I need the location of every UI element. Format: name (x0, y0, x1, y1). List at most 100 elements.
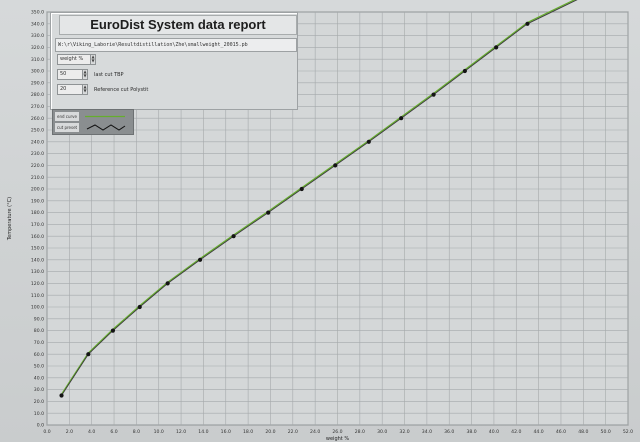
x-tick-label: 4.0 (88, 429, 95, 435)
x-tick-label: 38.0 (466, 429, 476, 435)
legend-entry-end-curve: end curve (55, 112, 79, 121)
y-tick-label: 90.0 (34, 316, 44, 322)
data-point (525, 21, 530, 26)
x-tick-label: 10.0 (154, 429, 164, 435)
y-tick-label: 150.0 (31, 246, 44, 252)
y-tick-label: 330.0 (31, 33, 44, 39)
reference-cut-control[interactable]: 20 ▲ ▼ Reference cut Polystit (57, 84, 148, 95)
data-point (366, 139, 371, 144)
reference-cut-input[interactable]: 20 (57, 84, 83, 95)
x-tick-label: 40.0 (489, 429, 499, 435)
x-tick-label: 50.0 (601, 429, 611, 435)
report-panel: EuroDist System data report W:\r\Viking_… (50, 12, 298, 110)
y-tick-label: 210.0 (31, 175, 44, 181)
legend-swatch-markers (86, 124, 126, 131)
x-tick-label: 16.0 (221, 429, 231, 435)
data-point (86, 352, 91, 357)
y-tick-label: 50.0 (34, 364, 44, 370)
y-tick-label: 70.0 (34, 340, 44, 346)
x-tick-label: 22.0 (288, 429, 298, 435)
plot-legend: end curve cut preset (52, 109, 134, 135)
y-tick-label: 250.0 (31, 128, 44, 134)
y-tick-label: 120.0 (31, 281, 44, 287)
y-tick-label: 180.0 (31, 210, 44, 216)
data-point (197, 257, 203, 262)
legend-swatch-line (85, 115, 125, 118)
x-tick-label: 12.0 (176, 429, 186, 435)
x-tick-label: 32.0 (399, 429, 409, 435)
x-axis-label: weight % (326, 436, 349, 442)
y-tick-label: 10.0 (34, 411, 44, 417)
x-tick-label: 48.0 (578, 429, 588, 435)
data-point (137, 304, 142, 310)
y-tick-label: 190.0 (31, 198, 44, 204)
x-tick-label: 28.0 (355, 429, 365, 435)
y-tick-label: 310.0 (31, 57, 44, 63)
y-tick-label: 160.0 (31, 234, 44, 240)
x-tick-label: 2.0 (66, 429, 73, 435)
y-axis-label: Temperature (°C) (7, 197, 13, 241)
x-tick-label: 6.0 (110, 429, 117, 435)
last-cut-control[interactable]: 50 ▲ ▼ last cut TBP (57, 69, 124, 80)
y-tick-label: 110.0 (31, 293, 44, 299)
last-cut-spinner-icon[interactable]: ▲ ▼ (83, 69, 88, 80)
data-point (399, 116, 404, 121)
reference-cut-spinner-icon[interactable]: ▲ ▼ (83, 84, 88, 95)
y-tick-label: 270.0 (31, 104, 44, 110)
y-tick-label: 130.0 (31, 269, 44, 275)
y-tick-label: 60.0 (34, 352, 44, 358)
x-tick-label: 8.0 (133, 429, 140, 435)
y-tick-label: 170.0 (31, 222, 44, 228)
x-tick-label: 0.0 (43, 429, 50, 435)
x-tick-label: 36.0 (444, 429, 454, 435)
x-tick-label: 46.0 (556, 429, 566, 435)
report-title: EuroDist System data report (59, 15, 297, 35)
data-point (266, 210, 271, 215)
y-tick-label: 320.0 (31, 45, 44, 51)
last-cut-input[interactable]: 50 (57, 69, 83, 80)
data-point (431, 92, 436, 97)
data-point (231, 234, 236, 239)
x-tick-label: 20.0 (265, 429, 275, 435)
y-tick-label: 20.0 (34, 399, 44, 405)
data-point (59, 393, 64, 398)
y-tick-label: 350.0 (31, 10, 44, 16)
unit-control[interactable]: weight % ▲ ▼ (57, 54, 96, 65)
y-tick-label: 230.0 (31, 151, 44, 157)
x-tick-label: 18.0 (243, 429, 253, 435)
y-tick-label: 140.0 (31, 257, 44, 263)
y-tick-label: 200.0 (31, 187, 44, 193)
data-point (165, 281, 170, 286)
y-tick-label: 40.0 (34, 375, 44, 381)
data-point (494, 45, 499, 50)
x-tick-label: 30.0 (377, 429, 387, 435)
x-tick-label: 34.0 (422, 429, 432, 435)
data-point (333, 163, 338, 168)
y-tick-label: 280.0 (31, 92, 44, 98)
y-tick-label: 220.0 (31, 163, 44, 169)
x-tick-label: 14.0 (198, 429, 208, 435)
file-path-field[interactable]: W:\r\Viking_Laborie\Resultdistillation\Z… (55, 38, 297, 52)
x-tick-label: 24.0 (310, 429, 320, 435)
y-tick-label: 290.0 (31, 80, 44, 86)
data-point (299, 186, 304, 192)
data-point (462, 68, 467, 74)
x-tick-label: 52.0 (623, 429, 633, 435)
y-tick-label: 100.0 (31, 305, 44, 311)
x-tick-label: 26.0 (332, 429, 342, 435)
y-tick-label: 80.0 (34, 328, 44, 334)
y-tick-label: 300.0 (31, 69, 44, 75)
unit-spinner-icon[interactable]: ▲ ▼ (91, 54, 96, 65)
y-tick-label: 30.0 (34, 387, 44, 393)
y-tick-label: 260.0 (31, 116, 44, 122)
data-point (110, 328, 116, 333)
y-tick-label: 240.0 (31, 139, 44, 145)
y-tick-label: 340.0 (31, 21, 44, 27)
legend-entry-cut-preset: cut preset (55, 123, 79, 132)
unit-select[interactable]: weight % (57, 54, 91, 65)
y-tick-label: 0.0 (37, 423, 44, 429)
reference-cut-label: Reference cut Polystit (94, 86, 149, 93)
x-tick-label: 44.0 (533, 429, 543, 435)
x-tick-label: 42.0 (511, 429, 521, 435)
